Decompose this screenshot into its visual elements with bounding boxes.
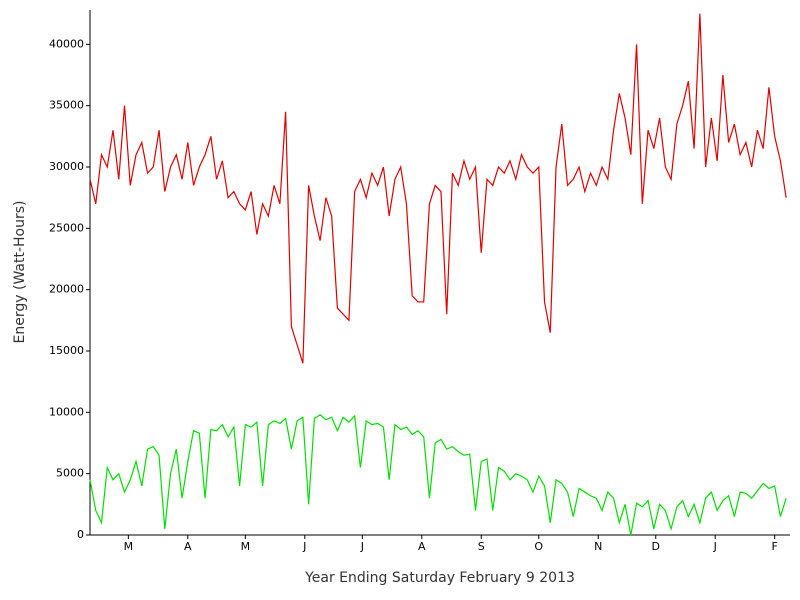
y-tick-label: 20000 xyxy=(49,283,84,296)
y-tick-label: 25000 xyxy=(49,221,84,234)
series-line xyxy=(89,414,787,536)
x-tick-label: S xyxy=(478,540,485,553)
y-tick-label: 5000 xyxy=(56,467,84,480)
y-tick-label: 35000 xyxy=(49,99,84,112)
x-tick-label: D xyxy=(652,540,660,553)
y-tick-label: 0 xyxy=(77,528,84,541)
x-tick-label: M xyxy=(241,540,251,553)
x-tick-label: J xyxy=(713,540,717,553)
x-tick-label: A xyxy=(184,540,192,553)
x-tick-label: J xyxy=(360,540,364,553)
y-tick-label: 15000 xyxy=(49,344,84,357)
x-tick-label: M xyxy=(124,540,134,553)
x-tick-label: O xyxy=(534,540,543,553)
x-tick-label: A xyxy=(418,540,426,553)
x-tick-label: F xyxy=(771,540,777,553)
y-tick-label: 30000 xyxy=(49,160,84,173)
y-tick-label: 40000 xyxy=(49,37,84,50)
y-axis-label: Energy (Watt-Hours) xyxy=(12,201,28,344)
y-tick-label: 10000 xyxy=(49,405,84,418)
x-tick-label: J xyxy=(302,540,306,553)
x-tick-label: N xyxy=(594,540,602,553)
x-axis-label: Year Ending Saturday February 9 2013 xyxy=(304,570,575,586)
series-line xyxy=(89,13,787,364)
